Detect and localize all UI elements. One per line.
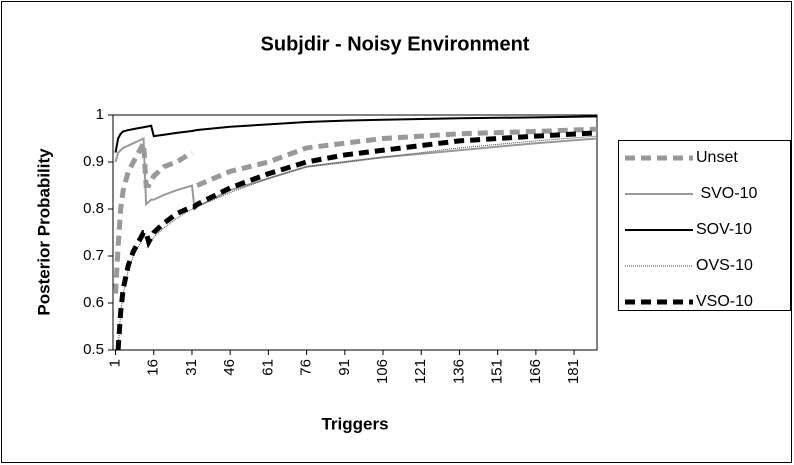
- y-tick-label: 0.9: [83, 153, 104, 170]
- legend-label: SOV-10: [696, 221, 752, 238]
- x-tick-label: 181: [565, 359, 582, 384]
- legend: [618, 140, 791, 311]
- x-tick-label: 91: [336, 359, 353, 376]
- plot-area: [112, 114, 598, 351]
- series-line: [115, 130, 598, 351]
- x-tick-label: 136: [450, 359, 467, 384]
- y-tick-label: 1: [96, 106, 104, 123]
- y-axis-label: Posterior Probability: [34, 148, 53, 316]
- x-tick-label: 76: [298, 359, 315, 376]
- y-tick-label: 0.7: [83, 247, 104, 264]
- x-tick-label: 166: [527, 359, 544, 384]
- y-tick-label: 0.5: [83, 341, 104, 358]
- x-tick-label: 31: [183, 359, 200, 376]
- legend-label: OVS-10: [696, 257, 753, 274]
- legend-label: VSO-10: [696, 293, 753, 310]
- chart-title: Subjdir - Noisy Environment: [261, 33, 530, 55]
- x-tick-label: 61: [259, 359, 276, 376]
- y-tick-label: 0.6: [83, 294, 104, 311]
- x-tick-label: 151: [489, 359, 506, 384]
- y-tick-label: 0.8: [83, 200, 104, 217]
- x-axis-label: Triggers: [321, 414, 388, 433]
- legend-label: Unset: [696, 149, 738, 166]
- x-tick-label: 46: [221, 359, 238, 376]
- series-line: [113, 126, 598, 294]
- x-tick-label: 106: [374, 359, 391, 384]
- x-tick-label: 16: [145, 359, 162, 376]
- legend-label: SVO-10: [696, 185, 757, 202]
- x-tick-label: 1: [107, 359, 124, 367]
- x-tick-label: 121: [412, 359, 429, 384]
- series-line: [114, 115, 598, 153]
